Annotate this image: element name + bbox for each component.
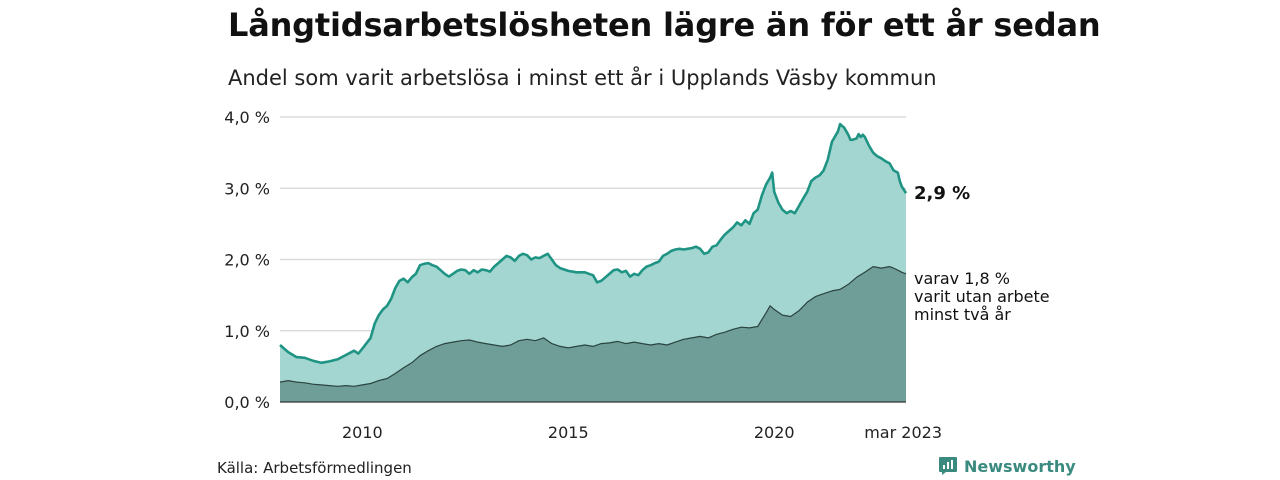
source-note: Källa: Arbetsförmedlingen — [217, 459, 412, 477]
newsworthy-logo-icon — [939, 457, 957, 475]
annotation-sub-line-3: minst två år — [914, 305, 1011, 324]
annotation-sub-latest: varav 1,8 % varit utan arbete minst två … — [914, 269, 1055, 324]
x-axis-ticks: 2010 2015 2020 mar 2023 — [342, 423, 942, 442]
y-tick-label: 1,0 % — [224, 322, 270, 341]
y-tick-label: 0,0 % — [224, 393, 270, 412]
line-total-unemployed-one-year — [279, 122, 908, 365]
y-axis-ticks: 0,0 % 1,0 % 2,0 % 3,0 % 4,0 % — [224, 108, 270, 412]
x-tick-label: 2020 — [754, 423, 795, 442]
y-tick-label: 4,0 % — [224, 108, 270, 127]
annotation-total-latest: 2,9 % — [914, 183, 970, 204]
y-tick-label: 2,0 % — [224, 251, 270, 270]
brand-name: Newsworthy — [964, 456, 1076, 476]
chart-subtitle: Andel som varit arbetslösa i minst ett å… — [228, 66, 937, 90]
brand[interactable]: Newsworthy — [938, 456, 1076, 476]
chart-title: Långtidsarbetslösheten lägre än för ett … — [228, 6, 1101, 44]
annotation-sub-line-2: varit utan arbete — [914, 287, 1050, 306]
line-unemployed-two-years — [279, 266, 907, 387]
x-tick-label: 2015 — [548, 423, 589, 442]
annotation-sub-line-1: varav 1,8 % — [914, 269, 1010, 288]
x-tick-label: 2010 — [342, 423, 383, 442]
y-tick-label: 3,0 % — [224, 179, 270, 198]
chart-areas — [279, 122, 908, 402]
area-unemployed-two-years — [280, 266, 906, 402]
x-tick-label: mar 2023 — [864, 423, 942, 442]
